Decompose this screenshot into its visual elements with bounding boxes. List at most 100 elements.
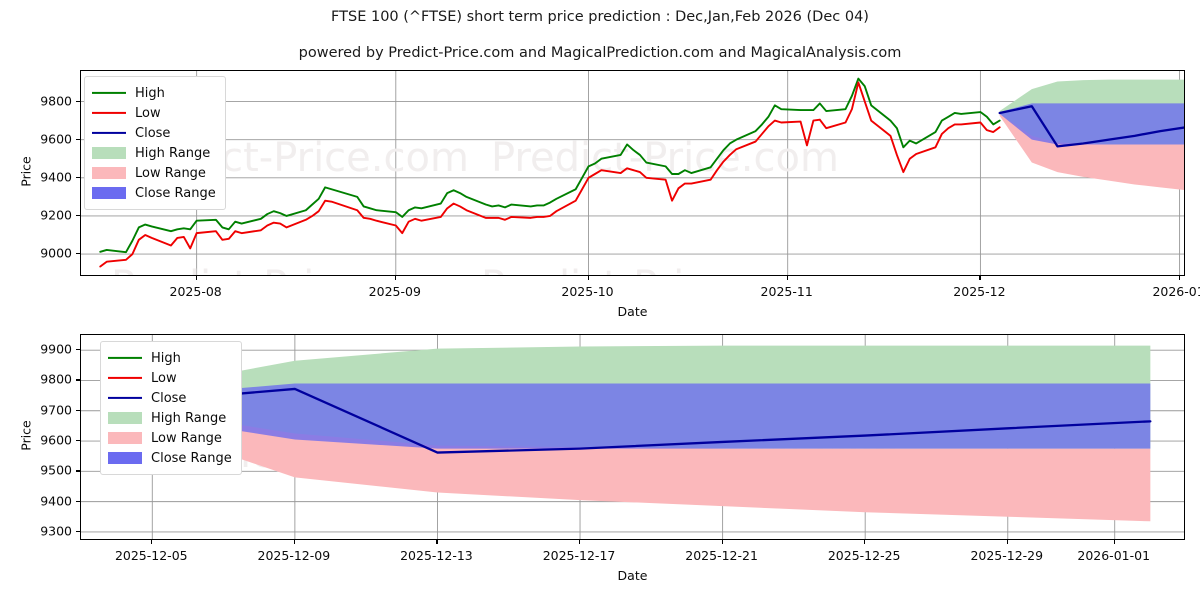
forecast-detail-legend-item: High Range xyxy=(108,408,232,428)
overview-legend: High Low Close High Range Low Range Close Ran… xyxy=(84,76,226,210)
forecast-detail-y-tick-label: 9700 xyxy=(40,402,72,418)
overview-y-tick-label: 9600 xyxy=(40,131,72,147)
forecast-detail-legend-label: Low xyxy=(151,370,177,386)
svg-text:Predict-Price.com: Predict-Price.com xyxy=(491,135,839,181)
legend-close-swatch-icon xyxy=(92,126,126,140)
forecast-detail-x-tick-mark xyxy=(151,540,153,544)
page-subtitle: powered by Predict-Price.com and Magical… xyxy=(298,45,902,61)
forecast-detail-y-tick-mark xyxy=(76,470,80,472)
overview-y-tick-mark xyxy=(76,138,80,140)
forecast-detail-legend-label: High Range xyxy=(151,410,227,426)
overview-x-tick-mark xyxy=(1178,276,1180,280)
forecast-detail-close-range-band xyxy=(116,383,1151,449)
forecast-detail-y-tick-label: 9800 xyxy=(40,371,72,387)
forecast-detail-x-tick-mark xyxy=(1113,540,1115,544)
overview-y-tick-mark xyxy=(76,214,80,217)
forecast-detail-y-tick-label: 9600 xyxy=(40,432,72,448)
overview-y-tick-label: 9200 xyxy=(40,207,72,223)
forecast-detail-y-tick-mark xyxy=(76,379,80,381)
overview-high-line xyxy=(99,77,1001,254)
overview-x-tick-mark xyxy=(587,276,589,280)
forecast-detail-y-tick-label: 9500 xyxy=(40,462,72,478)
overview-y-tick-label: 9800 xyxy=(40,93,72,109)
overview-x-tick-label: 2025-08 xyxy=(169,284,222,299)
forecast-detail-legend-item: Close xyxy=(108,388,232,408)
forecast-detail-legend-label: High xyxy=(151,350,181,366)
forecast-detail-legend-label: Close xyxy=(151,390,187,406)
legend-low-swatch-icon xyxy=(92,106,126,120)
overview-x-tick-mark xyxy=(195,276,197,280)
legend-close-swatch-icon xyxy=(108,391,142,405)
forecast-detail-y-tick-mark xyxy=(76,530,80,533)
forecast-detail-x-tick-label: 2025-12-13 xyxy=(400,548,473,563)
forecast-detail-x-tick-mark xyxy=(293,540,296,544)
legend-close_range-swatch-icon xyxy=(92,186,126,200)
forecast-detail-x-axis-label: Date xyxy=(617,568,648,583)
forecast-detail-y-tick-mark xyxy=(76,349,80,351)
forecast-detail-y-tick-mark xyxy=(76,409,80,411)
overview-y-tick-mark xyxy=(76,253,80,255)
legend-high-swatch-icon xyxy=(92,86,126,100)
overview-legend-item: High xyxy=(92,83,216,103)
forecast-detail-x-tick-mark xyxy=(436,540,438,544)
overview-y-tick-mark xyxy=(76,176,80,178)
forecast-detail-legend-item: High xyxy=(108,348,232,368)
forecast-detail-x-tick-mark xyxy=(579,540,581,544)
forecast-detail-low-range-band xyxy=(116,400,1151,522)
overview-legend-label: Close Range xyxy=(135,185,216,201)
overview-legend-label: High Range xyxy=(135,145,211,161)
overview-legend-label: Low Range xyxy=(135,165,206,181)
forecast-detail-legend-item: Low xyxy=(108,368,232,388)
overview-x-axis-label: Date xyxy=(617,304,648,319)
forecast-detail-legend-item: Close Range xyxy=(108,448,232,468)
overview-y-tick-mark xyxy=(76,100,80,102)
forecast-detail-y-tick-mark xyxy=(76,500,80,502)
overview-x-tick-mark xyxy=(979,276,981,280)
forecast-detail-x-tick-mark xyxy=(721,540,723,544)
overview-legend-label: Close xyxy=(135,125,171,141)
forecast-detail-legend-label: Close Range xyxy=(151,450,232,466)
overview-x-tick-label: 2025-10 xyxy=(561,284,614,299)
overview-close-line xyxy=(998,105,1184,148)
overview-x-tick-label: 2026-01 xyxy=(1152,284,1200,299)
overview-legend-item: Close xyxy=(92,123,216,143)
forecast-detail-x-tick-label: 2026-01-01 xyxy=(1077,548,1151,563)
forecast-detail-y-tick-label: 9400 xyxy=(40,493,72,509)
legend-low_range-swatch-icon xyxy=(108,431,142,445)
forecast-detail-y-tick-label: 9300 xyxy=(40,523,72,539)
legend-close_range-swatch-icon xyxy=(108,451,142,465)
page-title: FTSE 100 (^FTSE) short term price predic… xyxy=(331,9,869,25)
forecast-detail-y-tick-label: 9900 xyxy=(40,341,72,357)
legend-high-swatch-icon xyxy=(108,351,142,365)
legend-high_range-swatch-icon xyxy=(92,146,126,160)
forecast-detail-x-tick-mark xyxy=(864,540,866,544)
overview-plot-svg: Predict-Price.com Predict-Price.com Predic… xyxy=(81,71,1184,276)
svg-text:Predict-Price.com: Predict-Price.com xyxy=(111,263,459,276)
overview-x-tick-label: 2025-09 xyxy=(368,284,421,299)
forecast-detail-legend-item: Low Range xyxy=(108,428,232,448)
overview-low-line xyxy=(99,81,1001,268)
legend-high_range-swatch-icon xyxy=(108,411,142,425)
overview-x-tick-label: 2025-12 xyxy=(953,284,1006,299)
forecast-detail-y-tick-mark xyxy=(76,440,80,442)
overview-legend-item: Low Range xyxy=(92,163,216,183)
overview-legend-label: Low xyxy=(135,105,161,121)
overview-y-axis-label: Price xyxy=(18,156,34,187)
forecast-detail-x-tick-label: 2025-12-21 xyxy=(685,548,758,563)
forecast-detail-x-tick-mark xyxy=(1006,540,1008,544)
forecast-detail-legend-label: Low Range xyxy=(151,430,222,446)
forecast-detail-x-tick-label: 2025-12-09 xyxy=(257,548,331,563)
forecast-detail-x-tick-label: 2025-12-25 xyxy=(827,548,901,563)
overview-plot-area: Predict-Price.com Predict-Price.com Predic… xyxy=(80,70,1185,276)
overview-legend-label: High xyxy=(135,85,165,101)
legend-low-swatch-icon xyxy=(108,371,142,385)
overview-low-range-band xyxy=(999,113,1184,190)
overview-legend-item: Low xyxy=(92,103,216,123)
forecast-detail-x-tick-label: 2025-12-05 xyxy=(114,548,188,563)
overview-x-tick-label: 2025-11 xyxy=(760,284,813,299)
legend-low_range-swatch-icon xyxy=(92,166,126,180)
overview-y-tick-label: 9400 xyxy=(40,169,72,185)
